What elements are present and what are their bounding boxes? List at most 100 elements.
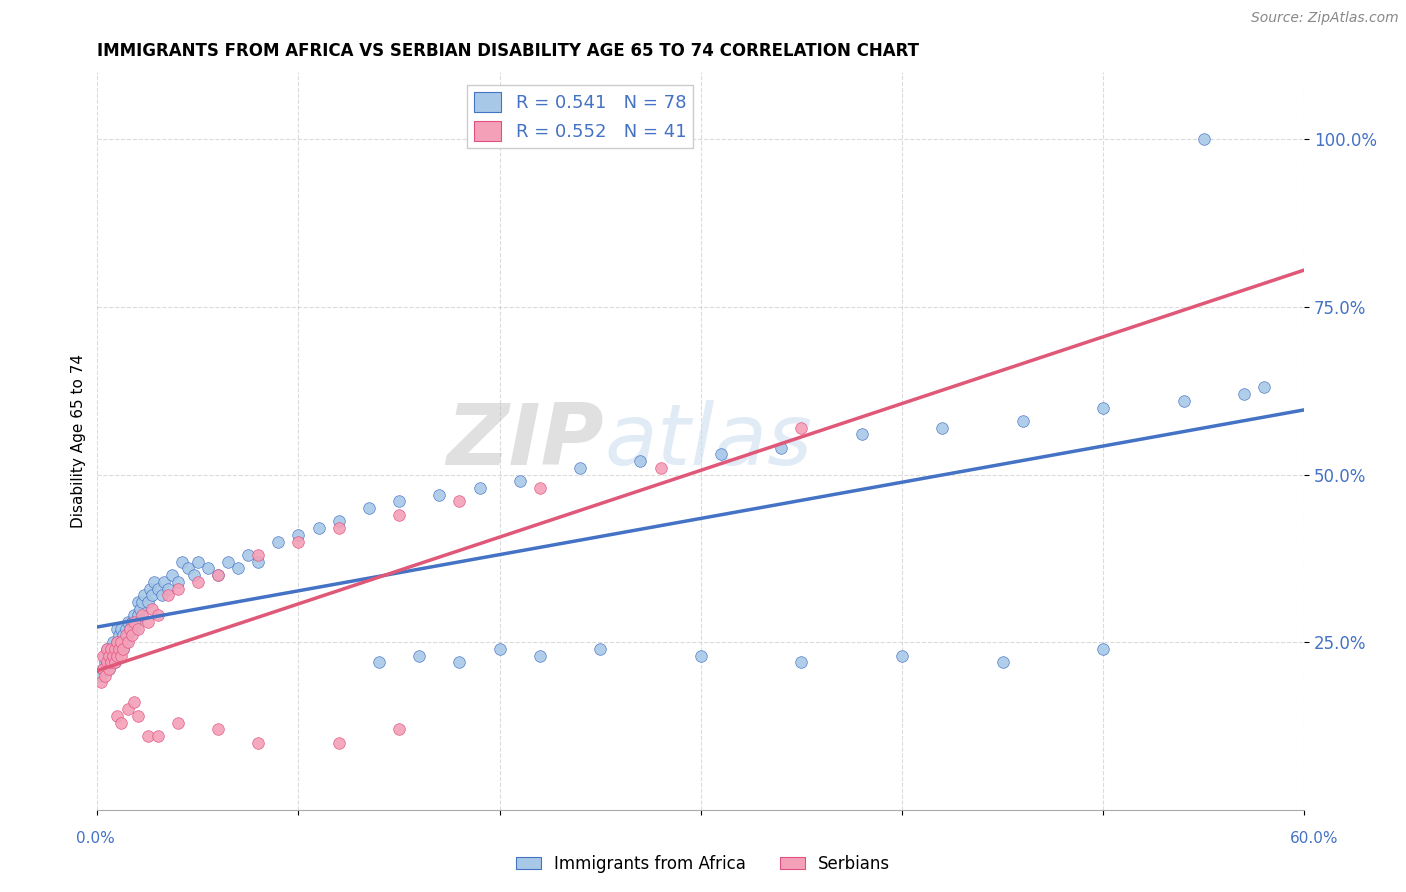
- Point: [488, 641, 510, 656]
- Text: IMMIGRANTS FROM AFRICA VS SERBIAN DISABILITY AGE 65 TO 74 CORRELATION CHART: IMMIGRANTS FROM AFRICA VS SERBIAN DISABI…: [97, 42, 920, 60]
- Point: [127, 608, 149, 623]
- Point: [138, 582, 160, 596]
- Point: [107, 648, 129, 663]
- Point: [94, 668, 117, 682]
- Point: [131, 608, 153, 623]
- Point: [287, 528, 309, 542]
- Point: [156, 588, 179, 602]
- Point: [131, 595, 153, 609]
- Point: [112, 628, 135, 642]
- Point: [128, 601, 150, 615]
- Point: [308, 521, 330, 535]
- Point: [93, 648, 115, 663]
- Point: [187, 555, 209, 569]
- Point: [529, 481, 551, 495]
- Point: [207, 568, 229, 582]
- Point: [136, 729, 159, 743]
- Point: [103, 648, 125, 663]
- Point: [368, 655, 391, 669]
- Point: [630, 454, 652, 468]
- Point: [100, 655, 122, 669]
- Legend: R = 0.541   N = 78, R = 0.552   N = 41: R = 0.541 N = 78, R = 0.552 N = 41: [467, 85, 693, 148]
- Point: [1233, 387, 1256, 401]
- Point: [141, 601, 163, 615]
- Text: 60.0%: 60.0%: [1291, 831, 1339, 846]
- Point: [103, 635, 125, 649]
- Point: [247, 555, 270, 569]
- Point: [166, 715, 188, 730]
- Text: atlas: atlas: [605, 400, 813, 483]
- Point: [187, 574, 209, 589]
- Point: [142, 574, 165, 589]
- Point: [96, 655, 118, 669]
- Point: [991, 655, 1014, 669]
- Point: [110, 715, 132, 730]
- Point: [117, 628, 139, 642]
- Point: [357, 501, 380, 516]
- Point: [94, 648, 117, 663]
- Point: [388, 494, 411, 508]
- Point: [94, 655, 117, 669]
- Point: [103, 648, 125, 663]
- Point: [104, 655, 127, 669]
- Point: [127, 622, 149, 636]
- Point: [1011, 414, 1033, 428]
- Point: [710, 447, 733, 461]
- Point: [110, 622, 132, 636]
- Point: [166, 582, 188, 596]
- Point: [183, 568, 205, 582]
- Point: [117, 702, 139, 716]
- Point: [328, 515, 350, 529]
- Point: [890, 648, 912, 663]
- Point: [931, 420, 953, 434]
- Legend: Immigrants from Africa, Serbians: Immigrants from Africa, Serbians: [509, 848, 897, 880]
- Point: [177, 561, 200, 575]
- Point: [107, 709, 129, 723]
- Point: [207, 723, 229, 737]
- Point: [287, 534, 309, 549]
- Point: [93, 662, 115, 676]
- Point: [790, 420, 813, 434]
- Point: [124, 615, 146, 629]
- Point: [112, 641, 135, 656]
- Text: 0.0%: 0.0%: [76, 831, 115, 846]
- Point: [146, 582, 169, 596]
- Point: [247, 548, 270, 562]
- Point: [93, 662, 115, 676]
- Point: [217, 555, 239, 569]
- Point: [197, 561, 219, 575]
- Point: [166, 574, 188, 589]
- Point: [107, 622, 129, 636]
- Point: [110, 635, 132, 649]
- Point: [1173, 393, 1195, 408]
- Point: [589, 641, 612, 656]
- Point: [150, 588, 173, 602]
- Point: [122, 696, 145, 710]
- Point: [509, 475, 531, 489]
- Point: [136, 615, 159, 629]
- Point: [108, 628, 131, 642]
- Point: [110, 648, 132, 663]
- Point: [110, 635, 132, 649]
- Point: [127, 709, 149, 723]
- Point: [104, 655, 127, 669]
- Point: [98, 648, 121, 663]
- Point: [156, 582, 179, 596]
- Point: [98, 662, 121, 676]
- Point: [107, 635, 129, 649]
- Point: [388, 508, 411, 522]
- Point: [104, 641, 127, 656]
- Point: [267, 534, 290, 549]
- Point: [114, 628, 136, 642]
- Point: [100, 641, 122, 656]
- Point: [851, 427, 873, 442]
- Point: [100, 655, 122, 669]
- Point: [1192, 132, 1215, 146]
- Point: [107, 635, 129, 649]
- Point: [122, 615, 145, 629]
- Point: [114, 622, 136, 636]
- Point: [108, 641, 131, 656]
- Text: ZIP: ZIP: [447, 400, 605, 483]
- Point: [118, 622, 141, 636]
- Point: [132, 588, 155, 602]
